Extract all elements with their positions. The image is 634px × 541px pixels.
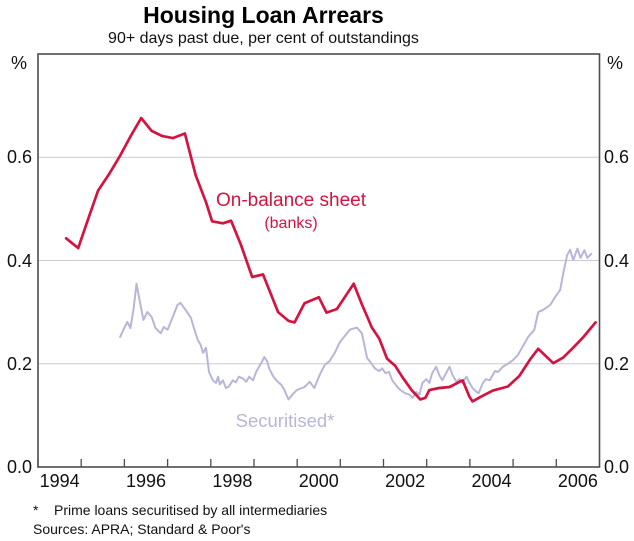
- chart-title: Housing Loan Arrears: [143, 2, 384, 28]
- series-label-on-balance-sheet-sub: (banks): [264, 215, 318, 232]
- x-tick-label-1996: 1996: [125, 471, 166, 491]
- x-tick-label-1994: 1994: [39, 471, 80, 491]
- sources-note: Sources: APRA; Standard & Poor's: [33, 521, 251, 537]
- series-line-on-balance-sheet: [64, 116, 597, 403]
- chart-subtitle: 90+ days past due, per cent of outstandi…: [108, 30, 419, 47]
- footnote-text: Prime loans securitised by all intermedi…: [54, 502, 328, 518]
- y-tick-label-left-0.0: 0.0: [6, 457, 32, 477]
- y-axis-unit-right: %: [606, 53, 623, 73]
- footnote-marker: *: [33, 502, 39, 518]
- x-tick-label-2004: 2004: [471, 471, 512, 491]
- y-tick-label-right-0.2: 0.2: [604, 353, 630, 374]
- x-tick-label-2006: 2006: [557, 471, 598, 491]
- series-label-securitised: Securitised*: [235, 410, 335, 431]
- x-tick-label-1998: 1998: [212, 471, 253, 491]
- x-tick-label-2000: 2000: [298, 471, 339, 491]
- series-line-securitised: [119, 247, 593, 401]
- y-tick-label-left-0.2: 0.2: [6, 353, 32, 374]
- series-label-on-balance-sheet: On-balance sheet: [216, 190, 366, 211]
- y-tick-label-left-0.6: 0.6: [6, 147, 32, 168]
- plot-frame: [37, 53, 601, 468]
- y-tick-label-left-0.4: 0.4: [6, 250, 32, 271]
- y-tick-label-right-0.6: 0.6: [604, 147, 630, 168]
- y-tick-label-right-0.4: 0.4: [604, 250, 630, 271]
- y-tick-label-right-0.0: 0.0: [604, 457, 630, 477]
- y-axis-unit-left: %: [10, 53, 27, 73]
- footnote: * Prime loans securitised by all intermed…: [33, 502, 327, 518]
- x-tick-label-2002: 2002: [385, 471, 426, 491]
